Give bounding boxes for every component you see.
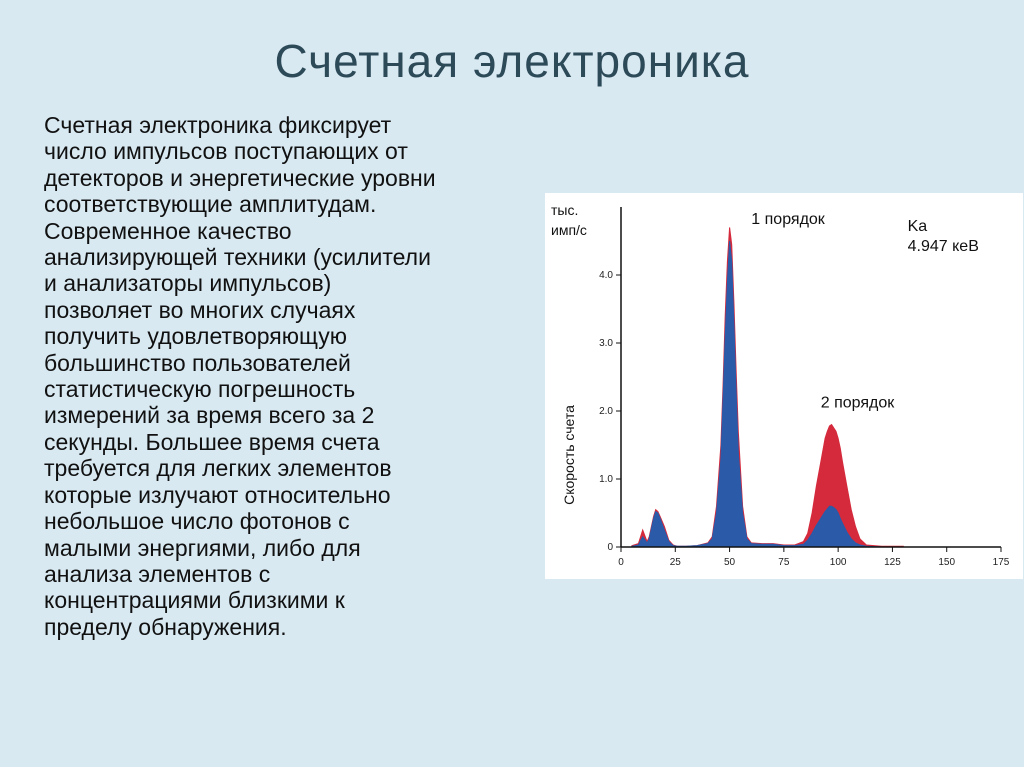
body-line: концентрациями близкими к <box>44 587 345 614</box>
series-layer <box>631 227 904 548</box>
body-line: позволяет во многих случаях <box>44 296 356 323</box>
body-line: Современное качество <box>44 217 292 244</box>
chart-annotation: Ka <box>908 218 928 235</box>
annotation-layer: 1 порядок 2 порядок Ka 4.947 кеВ <box>751 211 979 412</box>
body-line: требуется для легких элементов <box>44 455 392 482</box>
chart-annotation: 1 порядок <box>751 211 826 228</box>
spectrum-chart: 0 25 50 75 100 125 150 175 0 1.0 2.0 3.0 4.0 тыс. им… <box>551 202 1010 568</box>
body-line: детекторов и энергетические уровни <box>44 164 436 191</box>
y-axis-label: Скорость счета <box>561 405 577 505</box>
body-line: статистическую погрешность <box>44 376 356 403</box>
x-tick-label: 100 <box>830 557 847 568</box>
y-tick-label: 2.0 <box>599 406 613 417</box>
y-tick-label: 0 <box>607 542 613 553</box>
y-unit-line-1: тыс. <box>551 202 578 218</box>
body-line: анализа элементов с <box>44 560 271 587</box>
spectrum-chart-panel: 0 25 50 75 100 125 150 175 0 1.0 2.0 3.0 4.0 тыс. им… <box>545 193 1023 579</box>
body-line: секунды. Большее время счета <box>44 428 380 455</box>
body-line: измерений за время всего за 2 <box>44 402 375 429</box>
x-tick-label: 25 <box>670 557 682 568</box>
tick-layer: 0 25 50 75 100 125 150 175 0 1.0 2.0 3.0 4.0 <box>599 270 1010 568</box>
y-tick-label: 3.0 <box>599 338 613 349</box>
chart-annotation: 4.947 кеВ <box>908 238 979 255</box>
axes-layer <box>620 207 1001 548</box>
x-tick-label: 0 <box>618 557 624 568</box>
x-tick-label: 175 <box>993 557 1010 568</box>
body-line: Счетная электроника фиксирует <box>44 112 392 138</box>
y-unit-line-2: имп/с <box>551 222 587 238</box>
body-line: анализирующей техники (усилители <box>44 244 431 271</box>
body-line: небольшое число фотонов с <box>44 508 350 535</box>
x-tick-label: 75 <box>778 557 790 568</box>
x-tick-label: 50 <box>724 557 736 568</box>
body-line: число импульсов поступающих от <box>44 138 408 165</box>
body-paragraph: Счетная электроника фиксирует число импу… <box>44 112 544 640</box>
slide-title: Счетная электроника <box>274 35 750 87</box>
body-line: пределу обнаружения. <box>44 613 287 640</box>
blue-series-area <box>631 240 904 548</box>
body-line: получить удовлетворяющую <box>44 323 347 350</box>
y-tick-label: 4.0 <box>599 270 613 281</box>
body-line: и анализаторы импульсов) <box>44 270 332 297</box>
body-line: соответствующие амплитудам. <box>44 191 377 218</box>
body-line: малыми энергиями, либо для <box>44 534 361 561</box>
x-tick-label: 125 <box>884 557 901 568</box>
chart-annotation: 2 порядок <box>821 395 896 412</box>
body-line: большинство пользователей <box>44 349 351 376</box>
red-series-area <box>631 227 904 548</box>
y-tick-label: 1.0 <box>599 474 613 485</box>
x-tick-label: 150 <box>938 557 955 568</box>
body-line: которые излучают относительно <box>44 481 391 508</box>
